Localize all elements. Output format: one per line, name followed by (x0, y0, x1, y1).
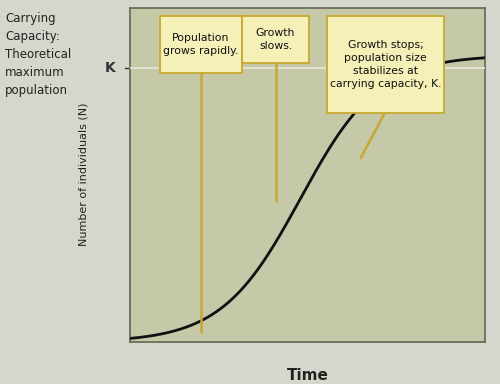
Text: Population
grows rapidly.: Population grows rapidly. (164, 33, 238, 56)
FancyBboxPatch shape (242, 16, 310, 63)
FancyBboxPatch shape (160, 16, 242, 73)
Text: Growth stops;
population size
stabilizes at
carrying capacity, K.: Growth stops; population size stabilizes… (330, 40, 442, 89)
Text: Time: Time (286, 369, 329, 384)
Text: Number of individuals (N): Number of individuals (N) (79, 103, 89, 247)
Text: Carrying
Capacity:
Theoretical
maximum
population: Carrying Capacity: Theoretical maximum p… (5, 12, 71, 96)
FancyBboxPatch shape (327, 16, 444, 113)
Text: Growth
slows.: Growth slows. (256, 28, 295, 51)
Text: K: K (105, 61, 116, 75)
